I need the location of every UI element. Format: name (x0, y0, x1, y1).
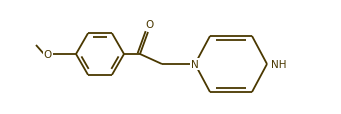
Text: O: O (44, 50, 52, 60)
Text: N: N (191, 60, 199, 69)
Text: O: O (145, 20, 153, 30)
Text: NH: NH (271, 60, 286, 69)
